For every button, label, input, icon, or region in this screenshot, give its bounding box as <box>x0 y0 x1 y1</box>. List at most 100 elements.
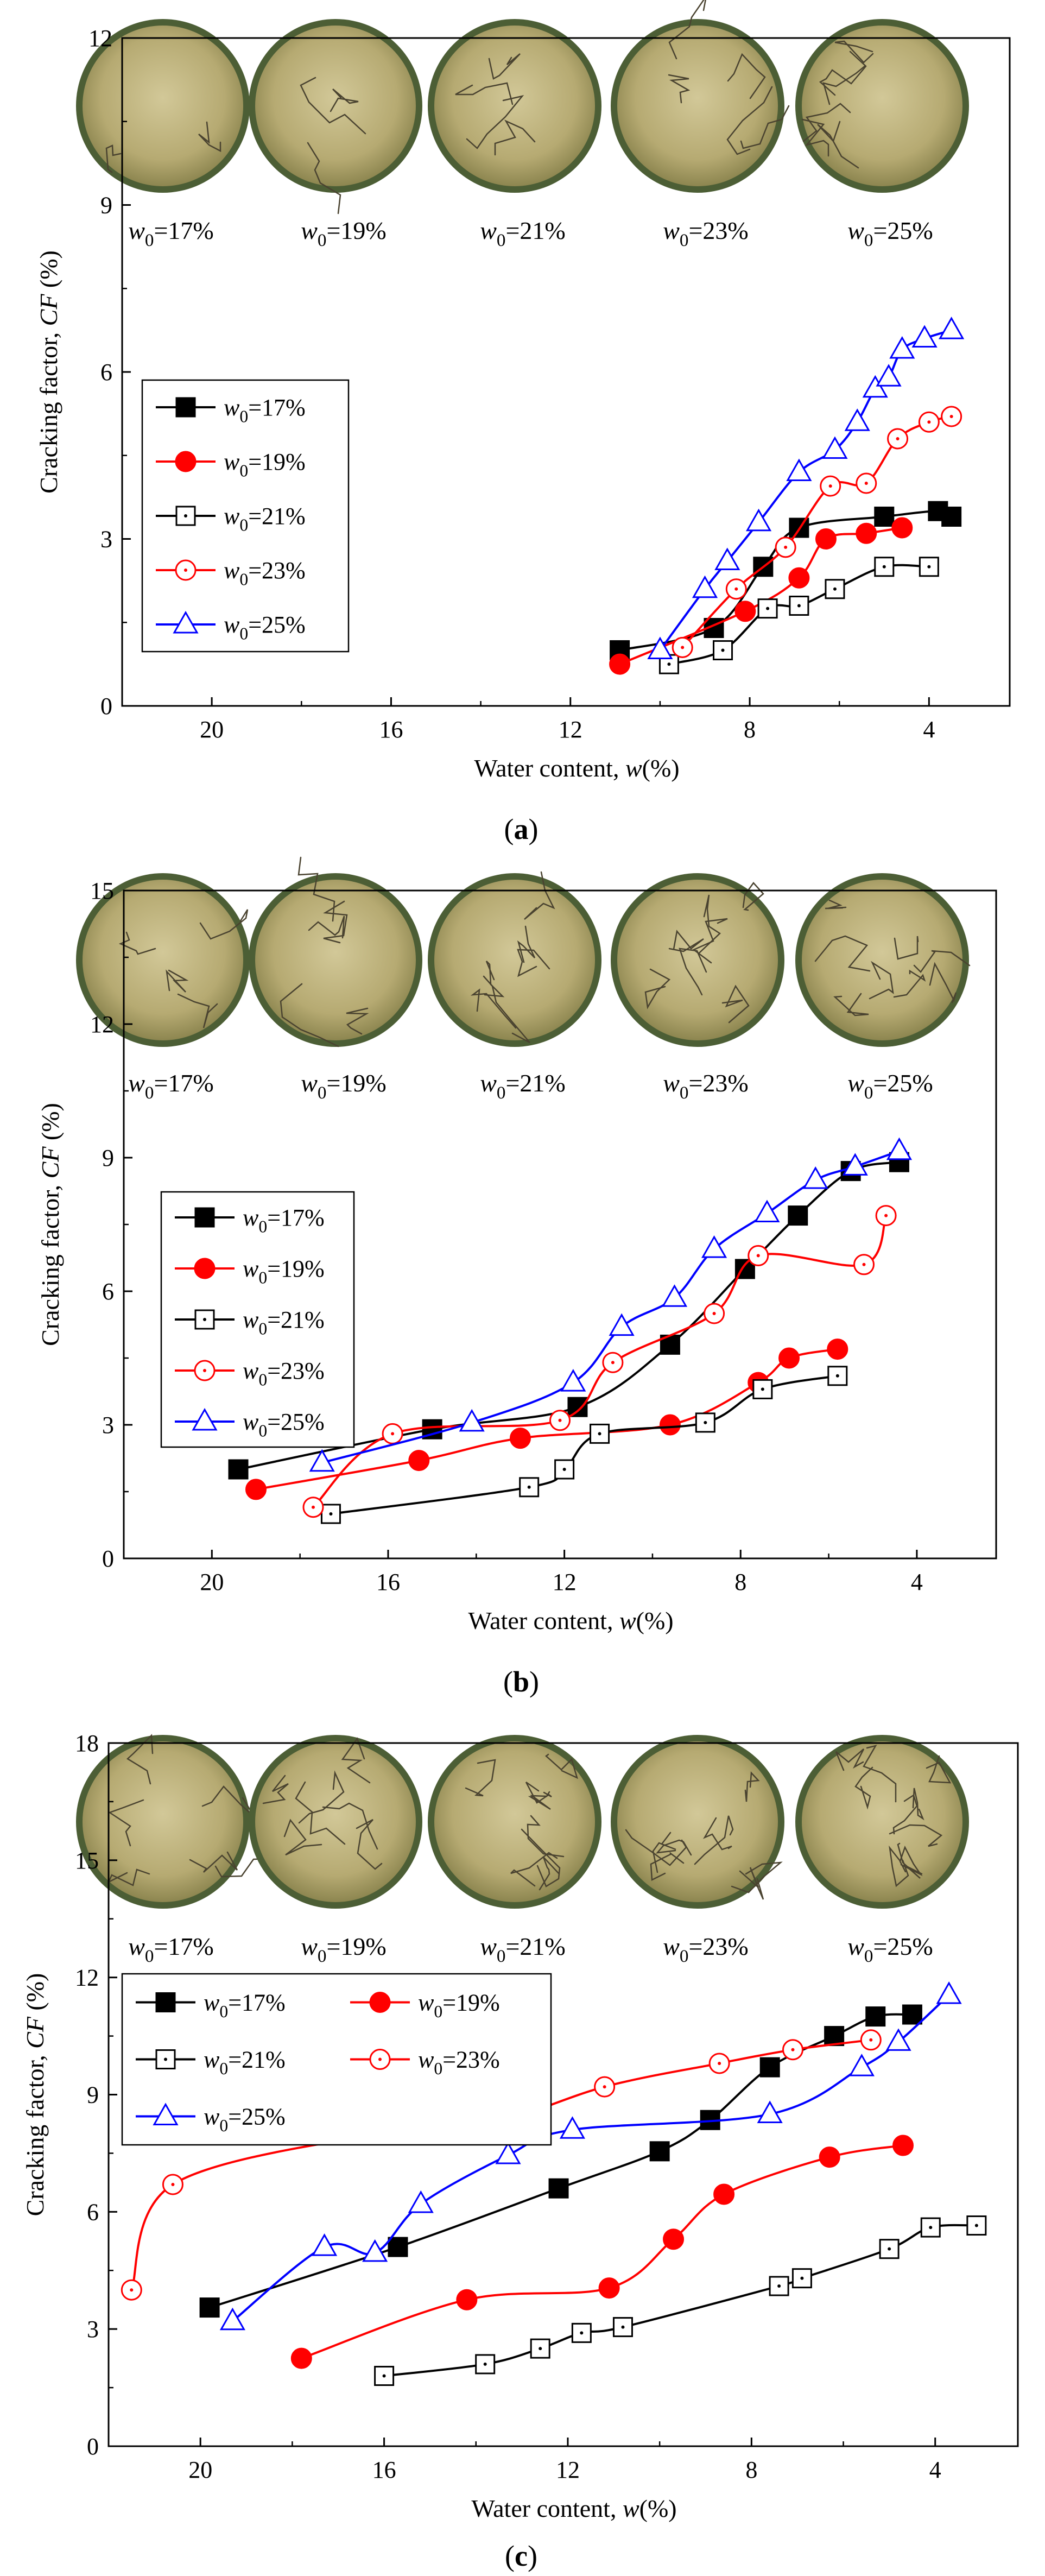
soil-photo-1-crack <box>198 121 221 153</box>
data-point-s2-2 <box>734 601 756 622</box>
soil-photo-4-crack <box>740 105 790 149</box>
x-tick-label: 12 <box>556 2457 580 2483</box>
data-point-s3-5-dot <box>704 1420 707 1424</box>
x-tick-label: 8 <box>734 1569 746 1595</box>
series-5 <box>647 317 965 659</box>
soil-photo-5-crack <box>897 1842 923 1879</box>
soil-photo-4-crack <box>739 1867 764 1900</box>
soil-photo-1-crack <box>189 1851 238 1873</box>
data-point-s3-3 <box>757 598 778 619</box>
data-point-s5-9 <box>876 364 902 387</box>
soil-photo-5 <box>795 1735 969 1909</box>
soil-photo-5-crack <box>801 118 829 157</box>
soil-photo-5-crack <box>834 40 874 64</box>
legend-label-4: w0=23% <box>224 557 306 589</box>
soil-photo-4 <box>611 873 784 1047</box>
legend-marker-1 <box>155 1992 176 2012</box>
data-point-s4-3-dot <box>558 1418 562 1422</box>
legend-marker-2 <box>175 451 197 472</box>
data-point-s5-6 <box>701 1235 727 1258</box>
series-2 <box>245 1338 848 1500</box>
data-point-s5-2 <box>459 1409 485 1432</box>
x-axis-label: Water content, w(%) <box>474 754 679 782</box>
data-point-s1-1 <box>199 2297 220 2318</box>
data-point-s3-5-dot <box>621 2325 625 2329</box>
data-point-s5-2 <box>692 575 718 598</box>
data-point-s3-2-dot <box>527 1485 531 1489</box>
soil-photo-4-crack <box>644 968 671 1009</box>
data-point-s2-3 <box>598 2277 620 2299</box>
soil-photo-5 <box>795 873 971 1047</box>
series-5 <box>309 1137 913 1472</box>
series-line-5 <box>321 1150 900 1464</box>
soil-photo-4-surface <box>617 880 778 1040</box>
legend-marker-4-dot <box>203 1369 206 1372</box>
soil-photo-1 <box>76 1734 282 1909</box>
photo-label-4: w0=23% <box>663 1069 749 1103</box>
soil-photo-4-crack <box>703 1817 732 1851</box>
data-point-s1-4 <box>649 2141 670 2162</box>
data-point-s3-3 <box>554 1459 575 1480</box>
soil-photo-4-crack <box>652 1832 676 1873</box>
data-point-s2-4 <box>659 1414 681 1436</box>
data-point-s5-6 <box>559 2116 585 2139</box>
soil-photo-5-crack <box>817 121 859 169</box>
soil-photo-1-crack <box>105 144 122 173</box>
data-point-s3-4-dot <box>797 604 801 608</box>
data-point-s3-1-dot <box>382 2374 386 2378</box>
x-tick-label: 20 <box>200 1569 224 1595</box>
data-point-s2-7 <box>892 2135 914 2156</box>
soil-photo-3 <box>428 19 601 193</box>
data-point-s4-6-dot <box>718 2061 721 2065</box>
soil-photo-2-crack <box>308 916 345 939</box>
y-tick-label: 0 <box>102 1545 114 1572</box>
soil-photo-3-surface <box>434 1741 595 1902</box>
data-point-s3-10-dot <box>974 2224 978 2227</box>
soil-photo-2-crack <box>323 900 348 944</box>
soil-photo-3-crack <box>465 1759 496 1797</box>
data-point-s4-8-dot <box>949 415 953 418</box>
data-point-s3-5-dot <box>833 587 837 591</box>
data-point-s2-1 <box>245 1479 267 1500</box>
data-point-s3-9 <box>920 2217 941 2238</box>
soil-photo-4-crack <box>668 0 706 60</box>
soil-photo-3-crack <box>524 871 555 920</box>
soil-photo-2-surface <box>255 880 416 1040</box>
legend-label-4: w0=23% <box>418 2047 500 2078</box>
data-point-s4-2-dot <box>391 1432 395 1436</box>
data-point-s4-1-dot <box>311 1505 315 1509</box>
soil-photo-5-crack <box>912 1788 924 1821</box>
photo-label-5: w0=25% <box>847 1069 933 1103</box>
photo-label-3: w0=21% <box>480 1933 566 1966</box>
soil-photo-3-crack <box>525 1781 552 1804</box>
soil-photo-5-crack <box>892 1794 918 1835</box>
soil-photo-4-crack <box>692 918 728 964</box>
series-1 <box>228 1152 909 1480</box>
legend: w0=17% w0=19% w0=21% w0=23% w0=25% <box>141 379 350 653</box>
soil-photo-1 <box>76 873 250 1047</box>
data-point-s5-11 <box>911 325 938 348</box>
y-axis-label: Cracking factor, CF (%) <box>21 1973 49 2217</box>
soil-photo-4-crack <box>731 1861 783 1893</box>
soil-photo-4 <box>611 0 790 193</box>
series-4 <box>672 406 962 658</box>
data-point-s3-7-dot <box>835 1374 839 1378</box>
x-tick-label: 8 <box>745 2457 757 2483</box>
y-axis-label: Cracking factor, CF (%) <box>35 250 62 494</box>
legend-marker-3-dot <box>164 2057 167 2061</box>
legend-label-2: w0=19% <box>418 1990 500 2021</box>
data-point-s5-1 <box>647 636 673 659</box>
x-axis-label: Water content, w(%) <box>468 1607 673 1634</box>
soil-photo-2-crack <box>330 89 359 112</box>
data-point-s3-8-dot <box>888 2247 891 2251</box>
data-point-s4-4-dot <box>828 484 832 488</box>
data-point-s4-8-dot <box>869 2038 873 2042</box>
y-tick-label: 6 <box>102 1278 114 1305</box>
data-point-s4-2-dot <box>171 2182 175 2186</box>
data-point-s3-4 <box>590 1423 610 1444</box>
data-point-s5-7 <box>757 2100 783 2123</box>
soil-photo-4-crack <box>744 1771 760 1802</box>
data-point-s2-3 <box>509 1428 531 1449</box>
legend-marker-3-dot <box>203 1318 206 1321</box>
